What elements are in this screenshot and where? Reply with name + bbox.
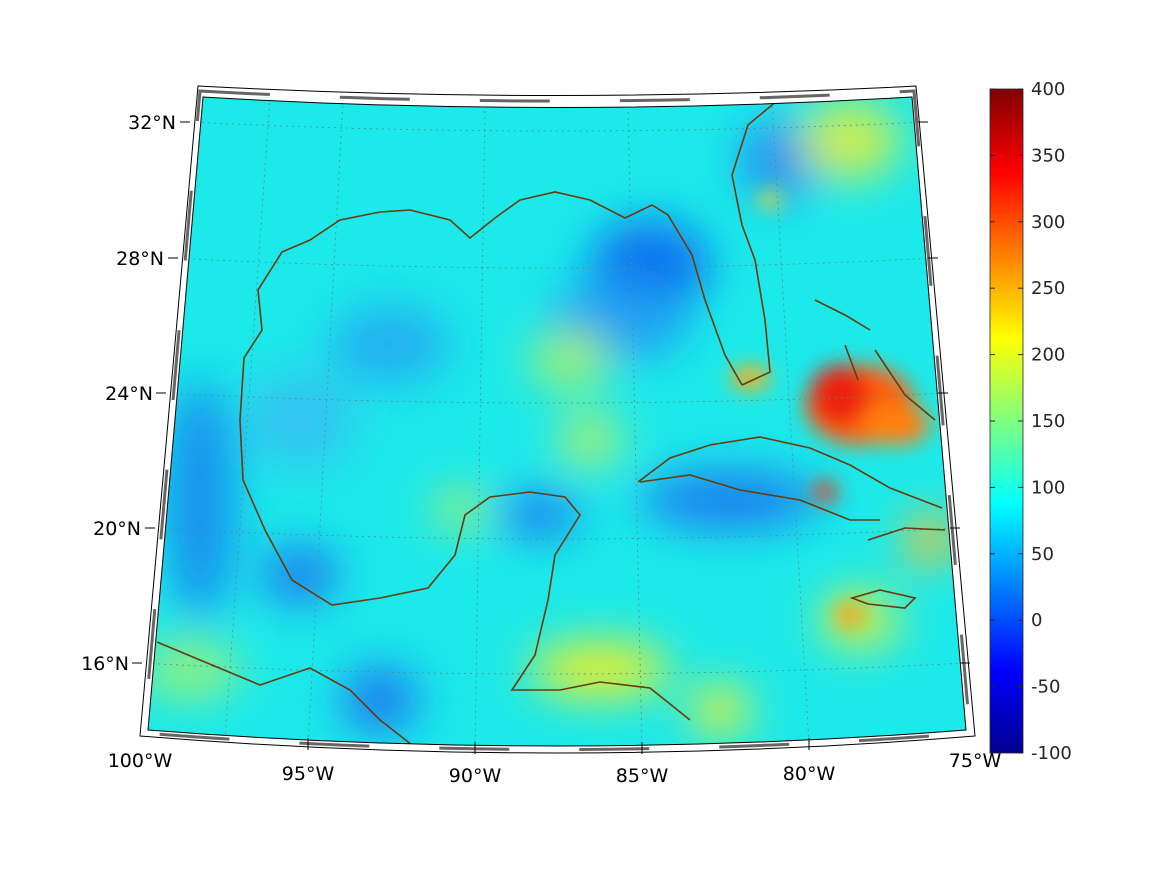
colorbar-tick-label: 150 <box>1031 411 1065 432</box>
lat-label: 24°N <box>105 383 153 405</box>
colorbar-tick-label: -50 <box>1031 677 1060 698</box>
colorbar-tick-label: -100 <box>1031 743 1072 764</box>
lon-label: 95°W <box>282 763 335 785</box>
axis-ticks <box>132 121 970 754</box>
lon-label: 90°W <box>449 765 502 787</box>
lat-label: 20°N <box>93 518 141 540</box>
graticule <box>148 97 966 746</box>
colorbar-tick-label: 200 <box>1031 345 1065 366</box>
data-field <box>148 97 966 746</box>
colorbar-tick-label: 0 <box>1031 610 1042 631</box>
colorbar-tick-label: 400 <box>1031 79 1065 100</box>
coastline <box>156 99 946 746</box>
map-frame <box>139 85 976 754</box>
colorbar <box>989 88 1024 754</box>
lon-label: 100°W <box>108 750 173 772</box>
colorbar-ticks: 400 350 300 250 200 150 100 50 0 -50 -100 <box>990 79 1072 764</box>
colorbar-tick-label: 100 <box>1031 477 1065 498</box>
lat-label: 32°N <box>128 112 176 134</box>
lon-label: 80°W <box>783 763 836 785</box>
lon-label: 85°W <box>616 765 669 787</box>
lat-label: 28°N <box>116 248 164 270</box>
colorbar-tick-label: 50 <box>1031 544 1054 565</box>
lon-label: 75°W <box>949 750 1002 772</box>
colorbar-tick-label: 350 <box>1031 145 1065 166</box>
lat-label: 16°N <box>81 653 129 675</box>
colorbar-tick-label: 250 <box>1031 278 1065 299</box>
colorbar-tick-label: 300 <box>1031 212 1065 233</box>
